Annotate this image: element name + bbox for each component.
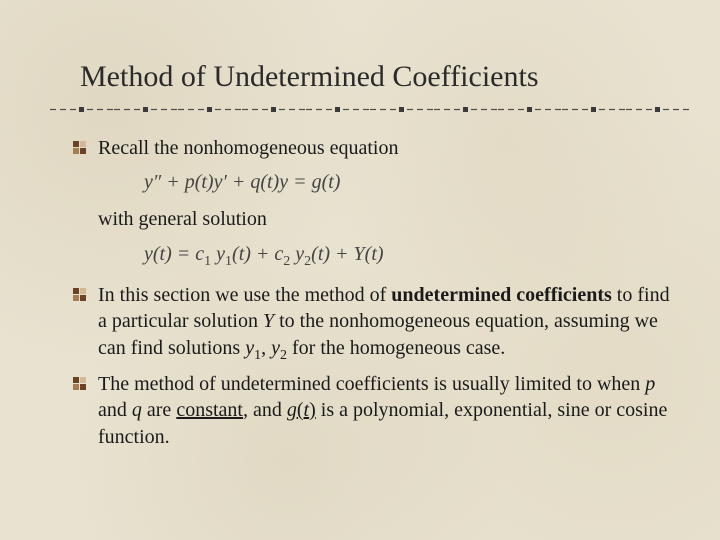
bullet-item: The method of undetermined coefficients …: [72, 371, 670, 450]
bullet-icon: [72, 140, 88, 156]
continuation-text: with general solution: [98, 206, 670, 232]
bullet-icon: [72, 287, 88, 303]
equation-nonhomogeneous: y″ + p(t)y′ + q(t)y = g(t): [144, 171, 670, 194]
slide-title: Method of Undetermined Coefficients: [50, 60, 670, 94]
bullet-text: Recall the nonhomogeneous equation: [98, 135, 398, 161]
bullet-text: The method of undetermined coefficients …: [98, 371, 670, 450]
slide-content: Recall the nonhomogeneous equation y″ + …: [50, 135, 670, 450]
equation-general-solution: y(t) = c1 y1(t) + c2 y2(t) + Y(t): [144, 243, 670, 270]
bullet-icon: [72, 376, 88, 392]
bullet-item: In this section we use the method of und…: [72, 282, 670, 365]
title-divider: [50, 106, 670, 113]
divider-pattern: [50, 106, 690, 113]
bullet-text: In this section we use the method of und…: [98, 282, 670, 365]
bullet-item: Recall the nonhomogeneous equation: [72, 135, 670, 161]
slide-body: Method of Undetermined Coefficients: [0, 0, 720, 496]
